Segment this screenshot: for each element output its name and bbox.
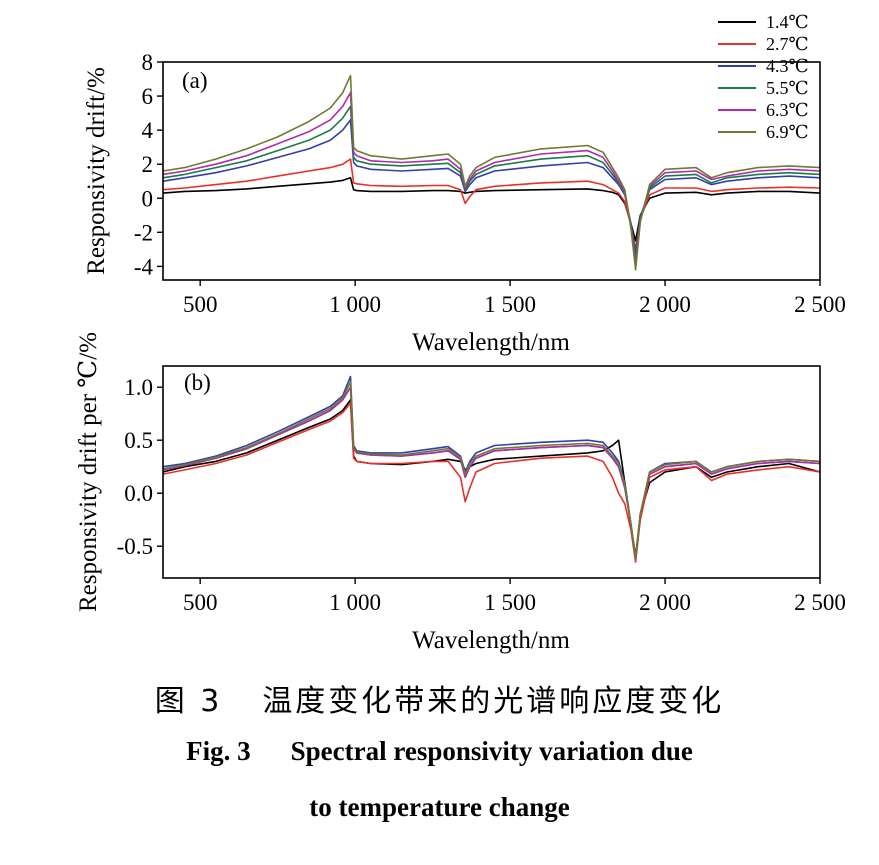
panel-b-series-2-line: [163, 403, 820, 562]
panel-a-frame: [163, 62, 820, 280]
panel-b-series-1-line: [163, 400, 820, 557]
panel-a-label: (a): [182, 68, 208, 93]
panel-b-y-tick-label: 0.5: [124, 428, 153, 453]
caption-english-text-line2: to temperature change: [309, 792, 569, 822]
legend-label-3: 4.3℃: [766, 56, 809, 76]
legend-label-4: 5.5℃: [766, 78, 809, 98]
legend: 1.4℃2.7℃4.3℃5.5℃6.3℃6.9℃: [718, 12, 809, 142]
panel-b-y-tick-label: 1.0: [124, 375, 153, 400]
panel-b-series-3-line: [163, 377, 820, 559]
caption-english-line2: to temperature change: [0, 792, 879, 823]
caption-english-text-line1: Spectral responsivity variation due: [291, 736, 693, 766]
panel-a-ylabel: Responsivity drift/%: [83, 67, 110, 275]
caption-chinese-label: 图 3: [155, 684, 223, 719]
caption-chinese-text: 温度变化带来的光谱响应度变化: [262, 684, 724, 719]
panel-a-series-layer: [163, 76, 820, 270]
panel-a-x-tick-label: 2 500: [794, 292, 846, 317]
panel-a-x-tick-label: 2 000: [639, 292, 691, 317]
panel-b-x-tick-label: 1 500: [484, 590, 536, 615]
panel-a-y-tick-label: -2: [134, 220, 153, 245]
panel-a-y-tick-label: 2: [142, 152, 154, 177]
panel-b-x-tick-label: 2 000: [639, 590, 691, 615]
panel-a-x-ticks: 500 1 000 1 500 2 000 2 500: [183, 280, 846, 317]
panel-b-y-tick-label: -0.5: [117, 534, 153, 559]
panel-b-ylabel: Responsivity drift per ℃/%: [75, 332, 102, 612]
panel-b: 500 1 000 1 500 2 000 2 500 -0.5 0.0 0.5 1.0 (b…: [75, 332, 846, 654]
panel-a-xlabel: Wavelength/nm: [412, 329, 570, 356]
panel-b-series-4-line: [163, 387, 820, 559]
panel-a-y-ticks: -4 -2 0 2 4 6 8: [134, 50, 163, 279]
panel-b-x-tick-label: 1 000: [329, 590, 381, 615]
panel-b-x-tick-label: 500: [183, 590, 218, 615]
panel-b-x-ticks: 500 1 000 1 500 2 000 2 500: [183, 578, 846, 615]
panel-a-y-tick-label: -4: [134, 254, 154, 279]
caption-english-label: Fig. 3: [186, 736, 251, 766]
panel-b-xlabel: Wavelength/nm: [412, 627, 570, 654]
panel-b-series-5-line: [163, 387, 820, 559]
legend-label-2: 2.7℃: [766, 34, 809, 54]
panel-b-y-ticks: -0.5 0.0 0.5 1.0: [117, 375, 163, 559]
legend-label-6: 6.9℃: [766, 122, 809, 142]
panel-b-series-layer: [163, 377, 820, 562]
caption-chinese: 图 3 温度变化带来的光谱响应度变化: [0, 676, 879, 720]
panel-a-y-tick-label: 4: [142, 118, 154, 143]
panel-b-x-tick-label: 2 500: [794, 590, 846, 615]
legend-label-1: 1.4℃: [766, 12, 809, 32]
panel-b-y-tick-label: 0.0: [124, 481, 153, 506]
panel-a-x-tick-label: 1 000: [329, 292, 381, 317]
panel-b-label: (b): [184, 370, 211, 395]
panel-a-y-tick-label: 6: [142, 84, 154, 109]
figure-canvas: 500 1 000 1 500 2 000 2 500 -4 -2 0 2 4 6 8 (a) Wa…: [0, 0, 879, 665]
panel-b-frame: [163, 366, 820, 578]
caption-english-line1: Fig. 3 Spectral responsivity variation du…: [0, 736, 879, 767]
panel-a: 500 1 000 1 500 2 000 2 500 -4 -2 0 2 4 6 8 (a) Wa…: [83, 12, 846, 356]
panel-a-x-tick-label: 500: [183, 292, 218, 317]
panel-a-y-tick-label: 8: [142, 50, 154, 75]
panel-a-x-tick-label: 1 500: [484, 292, 536, 317]
legend-label-5: 6.3℃: [766, 100, 809, 120]
panel-a-y-tick-label: 0: [142, 186, 154, 211]
